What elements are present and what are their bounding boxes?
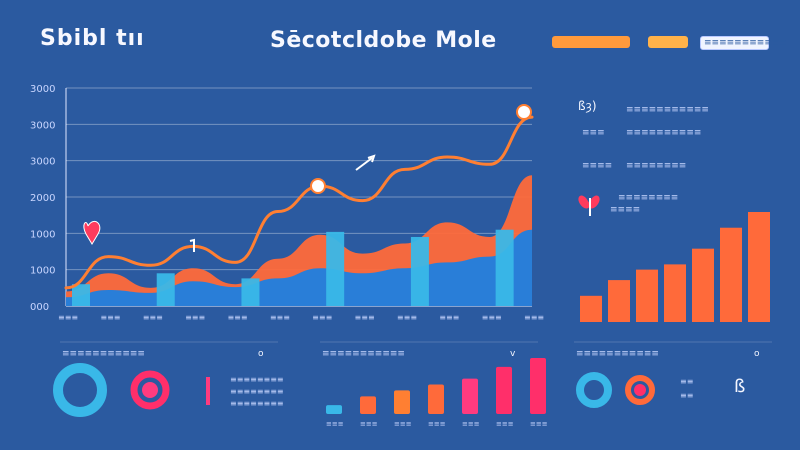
x-tick-label: ≡≡≡: [482, 313, 502, 322]
legend-line-1: ≡≡≡≡≡≡≡≡≡≡≡: [626, 105, 709, 115]
ring-orange-center: [634, 384, 646, 396]
header-pill-orange[interactable]: [552, 36, 630, 48]
donut-cyan-hole: [68, 378, 92, 402]
x-tick-label: ≡≡≡: [439, 313, 459, 322]
bottom-middle-corner: v: [510, 349, 516, 359]
bottom-middle-panel: ≡≡≡≡≡≡≡≡≡≡≡ v ≡≡≡ ≡≡≡ ≡≡≡ ≡≡≡ ≡≡≡ ≡≡≡ ≡≡≡: [322, 349, 548, 428]
slider-indicator[interactable]: [206, 377, 210, 405]
bottom-right-icon: ß: [734, 376, 745, 397]
main-bar[interactable]: [495, 229, 514, 306]
bottom-bar-label: ≡≡≡: [462, 420, 480, 428]
bottom-bar-label: ≡≡≡: [360, 420, 378, 428]
bottom-left-panel: ≡≡≡≡≡≡≡≡≡≡≡ o ≡≡≡≡≡≡≡≡ ≡≡≡≡≡≡≡≡ ≡≡≡≡≡≡≡≡: [53, 349, 284, 417]
x-tick-label: ≡≡≡: [185, 313, 205, 322]
header-pill-label[interactable]: ≡≡≡≡≡≡≡≡≡≡≡: [700, 36, 787, 50]
donut-magenta-center: [142, 382, 158, 398]
x-tick-label: ≡≡≡: [397, 313, 417, 322]
y-tick-label: 2000: [30, 193, 55, 204]
legend-line-2: ≡≡≡≡≡≡≡≡≡≡: [626, 128, 701, 138]
legend-left-4: ≡≡≡≡: [610, 205, 640, 215]
bottom-right-mini-line-1: ≡≡: [680, 377, 693, 386]
x-tick-label: ≡≡≡: [143, 313, 163, 322]
legend-panel: ßȝ) ≡≡≡≡≡≡≡≡≡≡≡ ≡≡≡ ≡≡≡≡≡≡≡≡≡≡ ≡≡≡≡ ≡≡≡≡…: [578, 99, 709, 216]
legend-line-3: ≡≡≡≡≡≡≡≡: [626, 161, 686, 171]
marker-dot-1[interactable]: [310, 178, 326, 194]
bottom-left-title: ≡≡≡≡≡≡≡≡≡≡≡: [62, 349, 145, 359]
y-tick-label: 3000: [30, 157, 55, 168]
butterfly-icon: [578, 195, 600, 216]
bottom-bars: ≡≡≡ ≡≡≡ ≡≡≡ ≡≡≡ ≡≡≡ ≡≡≡ ≡≡≡: [326, 358, 548, 428]
pin-icon: [189, 238, 195, 252]
main-bars: [72, 229, 514, 306]
arrow-head-icon: [367, 154, 376, 163]
right-bars: [580, 212, 770, 322]
bottom-bar-label: ≡≡≡: [394, 420, 412, 428]
main-bar[interactable]: [410, 236, 429, 306]
y-tick-label: 000: [30, 302, 49, 313]
right-bar[interactable]: [748, 212, 770, 322]
x-tick-label: ≡≡≡: [227, 313, 247, 322]
right-bar[interactable]: [664, 264, 686, 322]
series-line: [64, 115, 534, 290]
y-tick-label: 1000: [30, 229, 55, 240]
bottom-bar[interactable]: [496, 366, 512, 414]
y-tick-label: 1000: [30, 266, 55, 277]
x-tick-label: ≡≡≡: [524, 313, 544, 322]
bottom-bar-label: ≡≡≡: [428, 420, 446, 428]
x-tick-label: ≡≡≡: [312, 313, 332, 322]
right-bar[interactable]: [636, 269, 658, 322]
bottom-left-line-2: ≡≡≡≡≡≡≡≡: [230, 387, 284, 396]
ring-orange[interactable]: [625, 375, 655, 405]
bottom-bar-label: ≡≡≡: [326, 420, 344, 428]
main-bar[interactable]: [72, 284, 90, 306]
main-bar[interactable]: [156, 273, 175, 306]
bottom-bar[interactable]: [394, 390, 410, 414]
bottom-bar[interactable]: [462, 378, 478, 414]
y-tick-label: 3000: [30, 120, 55, 131]
bottom-right-mini-line-2: ≡≡: [680, 391, 693, 400]
arrow-icon: [355, 157, 373, 171]
bottom-bar[interactable]: [428, 384, 444, 414]
x-tick-label: ≡≡≡: [355, 313, 375, 322]
bottom-bar[interactable]: [530, 358, 546, 414]
bottom-bar[interactable]: [360, 396, 376, 414]
legend-line-4: ≡≡≡≡≡≡≡≡: [618, 193, 678, 203]
right-bar[interactable]: [692, 248, 714, 322]
donut-magenta[interactable]: [130, 370, 170, 410]
bottom-bar-label: ≡≡≡: [496, 420, 514, 428]
x-tick-label: ≡≡≡: [100, 313, 120, 322]
bottom-bar-label: ≡≡≡: [530, 420, 548, 428]
bottom-right-title: ≡≡≡≡≡≡≡≡≡≡≡: [576, 349, 659, 359]
heart-icon: [83, 221, 101, 245]
bottom-bar[interactable]: [326, 405, 342, 414]
center-title: Sēcotcldobe Mole: [270, 28, 497, 53]
right-bar[interactable]: [720, 227, 742, 322]
bottom-right-corner: o: [754, 349, 760, 359]
y-tick-labels: 3000 3000 3000 2000 1000 1000 000: [30, 84, 55, 313]
legend-top-label: ßȝ): [578, 99, 597, 113]
y-tick-label: 3000: [30, 84, 55, 95]
bottom-left-line-1: ≡≡≡≡≡≡≡≡: [230, 375, 284, 384]
header-pill-amber[interactable]: [648, 36, 688, 48]
main-bar[interactable]: [326, 231, 345, 306]
x-tick-label: ≡≡≡: [58, 313, 78, 322]
main-bar[interactable]: [241, 278, 260, 306]
right-bar[interactable]: [580, 295, 602, 322]
bottom-middle-title: ≡≡≡≡≡≡≡≡≡≡≡: [322, 349, 405, 359]
x-tick-label: ≡≡≡: [270, 313, 290, 322]
app-title: Sbibl tıı: [40, 26, 145, 51]
x-tick-labels: ≡≡≡ ≡≡≡ ≡≡≡ ≡≡≡ ≡≡≡ ≡≡≡ ≡≡≡ ≡≡≡ ≡≡≡ ≡≡≡ ≡≡≡ ≡≡≡: [58, 313, 544, 322]
legend-left-2: ≡≡≡: [582, 128, 605, 138]
right-bar[interactable]: [608, 280, 630, 322]
marker-dot-2[interactable]: [516, 104, 532, 120]
legend-left-3: ≡≡≡≡: [582, 161, 612, 171]
bottom-right-panel: ≡≡≡≡≡≡≡≡≡≡≡ o ≡≡ ≡≡ ß: [576, 349, 760, 408]
ring-cyan[interactable]: [576, 372, 612, 408]
bottom-left-line-3: ≡≡≡≡≡≡≡≡: [230, 399, 284, 408]
donut-cyan[interactable]: [53, 363, 107, 417]
bottom-left-corner: o: [258, 349, 264, 359]
